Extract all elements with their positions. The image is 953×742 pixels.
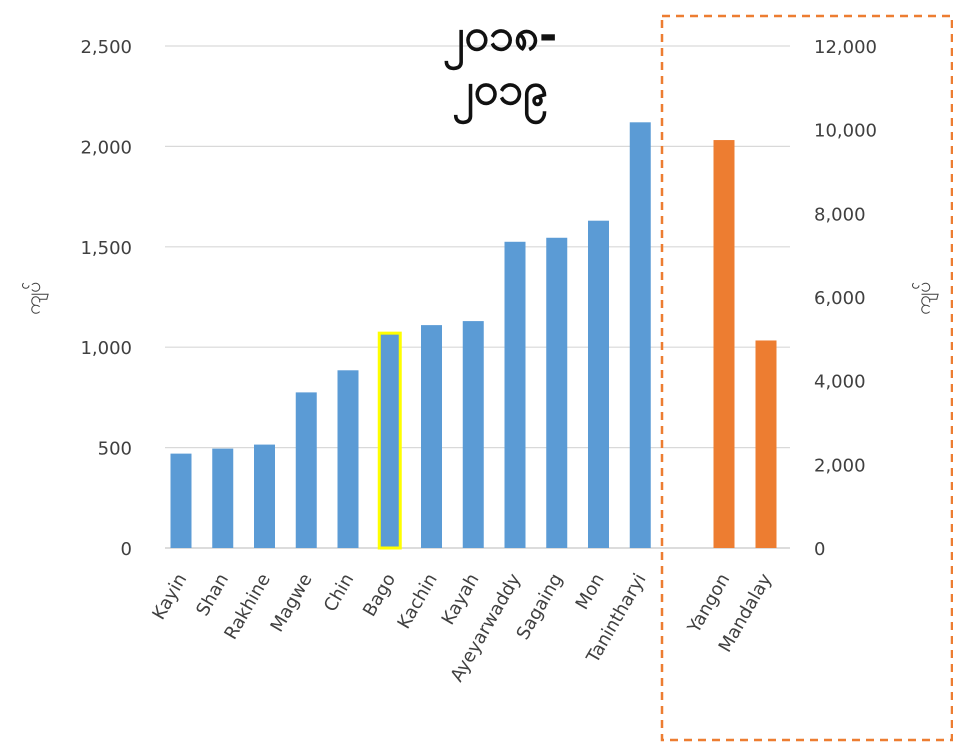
- left-tick-label: 1,000: [80, 338, 132, 359]
- gridlines: [165, 45, 790, 449]
- left-tick-label: 0: [121, 539, 132, 560]
- bar-chin: [337, 370, 359, 548]
- bars: [170, 122, 777, 550]
- category-label-kayah: Kayah: [438, 570, 484, 629]
- bar-rakhine: [254, 444, 275, 548]
- bar-kayah: [462, 321, 484, 548]
- bar-sagaing: [546, 237, 568, 548]
- category-label-kayin: Kayin: [148, 570, 191, 623]
- bar-ayeyarwaddy: [504, 241, 526, 548]
- chart-title-line-2: ၂၀၁၉: [452, 64, 548, 125]
- category-label-chin: Chin: [320, 570, 358, 615]
- category-label-bago: Bago: [359, 570, 400, 620]
- right-tick-label: 0: [814, 539, 825, 560]
- bar-magwe: [295, 392, 317, 548]
- bar-kayin: [170, 453, 192, 548]
- bar-mon: [588, 220, 609, 549]
- category-label-shan: Shan: [192, 570, 233, 620]
- category-label-mon: Mon: [572, 570, 609, 613]
- right-tick-label: 10,000: [814, 121, 877, 142]
- bar-bago: [377, 331, 402, 550]
- highlight-box: [660, 14, 953, 742]
- bar-kachin: [421, 325, 442, 548]
- right-tick-label: 12,000: [814, 37, 877, 58]
- right-tick-label: 4,000: [814, 372, 866, 393]
- bar-mandalay: [755, 340, 777, 548]
- right-axis-ticks: 0 2,000 4,000 6,000 8,000 10,000 12,000: [814, 37, 877, 560]
- right-tick-label: 6,000: [814, 288, 866, 309]
- right-tick-label: 2,000: [814, 455, 866, 476]
- category-label-kachin: Kachin: [394, 570, 442, 633]
- left-tick-label: 2,500: [80, 37, 132, 58]
- right-tick-label: 8,000: [814, 204, 866, 225]
- chart-title-line-1: ၂၀၁၈-: [443, 10, 558, 71]
- bar-tanintharyi: [629, 122, 651, 548]
- bar-yangon: [713, 140, 735, 548]
- left-tick-label: 1,500: [80, 238, 132, 259]
- left-axis-ticks: 0 500 1,000 1,500 2,000 2,500: [80, 37, 132, 560]
- y-axis-title-left: ကျပ်: [21, 281, 49, 315]
- bar-shan: [212, 448, 234, 548]
- category-label-magwe: Magwe: [266, 570, 316, 636]
- left-tick-label: 500: [98, 439, 132, 460]
- y-axis-title-right: ကျပ်: [911, 281, 939, 315]
- left-tick-label: 2,000: [80, 137, 132, 158]
